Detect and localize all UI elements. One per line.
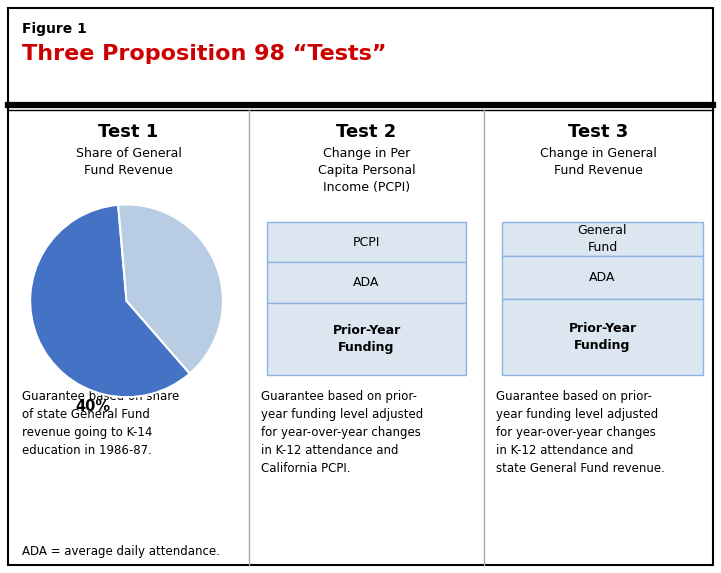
Text: ADA = average daily attendance.: ADA = average daily attendance. (22, 545, 220, 558)
Bar (267, 303, 466, 375)
Text: Prior-Year
Funding: Prior-Year Funding (568, 322, 637, 352)
Text: General
Fund: General Fund (578, 224, 627, 254)
Text: Guarantee based on prior-
year funding level adjusted
for year-over-year changes: Guarantee based on prior- year funding l… (496, 390, 665, 475)
Wedge shape (30, 205, 190, 397)
Bar (502, 299, 703, 375)
Text: Figure 1: Figure 1 (22, 22, 87, 36)
Text: ADA: ADA (353, 276, 380, 289)
Text: Guarantee based on prior-
year funding level adjusted
for year-over-year changes: Guarantee based on prior- year funding l… (261, 390, 423, 475)
Text: Test 2: Test 2 (337, 123, 397, 141)
Bar (267, 262, 466, 303)
Text: PCPI: PCPI (353, 236, 380, 249)
Text: 40%: 40% (75, 399, 110, 414)
Text: Change in Per
Capita Personal
Income (PCPI): Change in Per Capita Personal Income (PC… (318, 147, 415, 194)
Bar (267, 222, 466, 262)
Text: Change in General
Fund Revenue: Change in General Fund Revenue (540, 147, 657, 177)
Bar (502, 222, 703, 256)
Bar (502, 256, 703, 299)
Text: Test 3: Test 3 (568, 123, 629, 141)
Text: Test 1: Test 1 (98, 123, 159, 141)
Text: Prior-Year
Funding: Prior-Year Funding (332, 324, 401, 354)
Text: Share of General
Fund Revenue: Share of General Fund Revenue (76, 147, 182, 177)
Text: Guarantee based on share
of state General Fund
revenue going to K-14
education i: Guarantee based on share of state Genera… (22, 390, 180, 457)
Wedge shape (118, 205, 223, 374)
Text: ADA: ADA (589, 271, 616, 284)
Text: Three Proposition 98 “Tests”: Three Proposition 98 “Tests” (22, 44, 386, 64)
